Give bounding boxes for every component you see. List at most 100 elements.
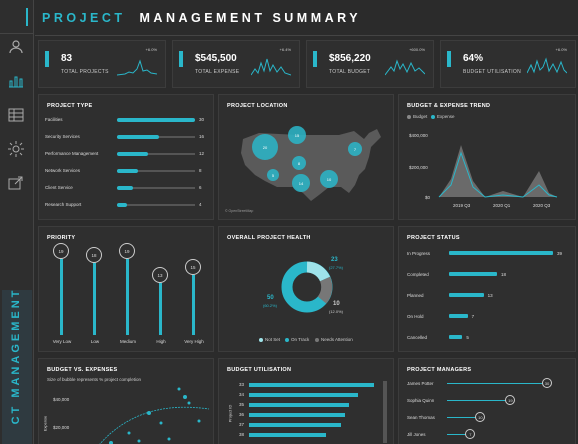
us-map[interactable] (219, 95, 395, 221)
kpi-accent-bar (45, 51, 49, 67)
kpi-card-total-expense: $545,500 TOTAL EXPENSE +6.4% (172, 40, 300, 88)
table-icon[interactable] (6, 106, 26, 124)
x-tick: 2020 Q1 (493, 203, 511, 208)
priority-stem[interactable] (192, 275, 195, 335)
project-type-bar[interactable] (117, 152, 149, 156)
priority-label: Low (90, 339, 100, 344)
project-type-bar[interactable] (117, 203, 128, 207)
trend-chart[interactable] (399, 95, 577, 221)
trend-legend-budget: Budget (407, 114, 427, 119)
status-bar[interactable] (449, 272, 497, 276)
project-status-panel: PROJECT STATUS In Progress 39 Completed 18 P… (398, 226, 576, 352)
legend-label: Expense (437, 114, 455, 119)
export-icon[interactable] (6, 174, 26, 192)
priority-label: Very Low (52, 339, 72, 344)
location-bubble[interactable]: 15 (288, 126, 306, 144)
status-value: 18 (501, 272, 507, 277)
page-title-rest: MANAGEMENT SUMMARY (139, 11, 362, 25)
location-bubble[interactable]: 20 (252, 134, 278, 160)
health-donut[interactable] (219, 227, 395, 353)
project-type-bar[interactable] (117, 169, 138, 173)
status-label: Completed (407, 272, 429, 277)
location-bubble[interactable]: 7 (348, 142, 362, 156)
priority-marker: 18 (86, 247, 102, 263)
location-bubble[interactable]: 10 (320, 170, 338, 188)
project-type-label: Client Service (45, 185, 73, 190)
utilisation-bar[interactable] (249, 393, 358, 397)
utilisation-id: 33 (239, 382, 245, 387)
manager-line[interactable] (447, 434, 471, 435)
not-set-pct: (27.7%) (329, 265, 344, 270)
utilisation-id: 35 (239, 402, 245, 407)
project-health-title: OVERALL PROJECT HEALTH (227, 235, 311, 241)
manager-line[interactable] (447, 383, 547, 384)
priority-label: High (156, 339, 166, 344)
status-bar[interactable] (449, 314, 468, 318)
not-set-value: 23 (331, 257, 338, 263)
status-bar[interactable] (449, 251, 553, 255)
priority-stem[interactable] (159, 283, 162, 335)
manager-name: Sophia Quinn (407, 398, 435, 403)
utilisation-id: 36 (239, 412, 245, 417)
status-label: On Hold (407, 314, 424, 319)
project-type-bar[interactable] (117, 118, 195, 122)
status-bar[interactable] (449, 335, 463, 339)
needs-attention-value: 10 (333, 301, 340, 307)
sidebar-header (0, 0, 34, 34)
project-type-label: Research Support (45, 202, 82, 207)
status-bar[interactable] (449, 293, 484, 297)
legend-label: Not Set (265, 337, 281, 342)
y-tick: $400,000 (409, 133, 428, 138)
y-tick: $200,000 (409, 165, 428, 170)
utilisation-id: 34 (239, 392, 245, 397)
project-location-panel: PROJECT LOCATION 20 15 7 8 5 14 10 © OpenStree… (218, 94, 394, 220)
kpi-card-budget-utilisation: 64% BUDGET UTILISATION +6.0% (440, 40, 576, 88)
budget-utilisation-panel: BUDGET UTILISATION Project ID 33 34 35 36 37… (218, 358, 394, 444)
manager-marker: 7 (465, 429, 476, 439)
kpi-accent-bar (447, 51, 451, 67)
project-type-bar[interactable] (117, 186, 133, 190)
sidebar-vertical-label: CT MANAGEMENT (10, 287, 22, 425)
status-value: 39 (557, 251, 563, 256)
bve-y-tick: $40,000 (53, 397, 70, 402)
kpi-delta: +600.0% (409, 47, 425, 52)
bar-chart-icon[interactable] (6, 72, 26, 90)
location-bubble[interactable]: 5 (267, 169, 279, 181)
utilisation-ylabel: Project ID (227, 404, 233, 423)
y-tick: $0 (425, 195, 431, 200)
legend-swatch (431, 114, 435, 119)
utilisation-bar[interactable] (249, 413, 345, 417)
utilisation-scrollbar[interactable] (383, 381, 387, 443)
sun-icon[interactable] (6, 140, 26, 158)
location-bubble[interactable]: 14 (292, 174, 310, 192)
priority-marker: 15 (185, 259, 201, 275)
utilisation-bar[interactable] (249, 383, 375, 387)
priority-stem[interactable] (126, 259, 129, 335)
budget-vs-expenses-panel: BUDGET VS. EXPENSES Size of bubble repre… (38, 358, 214, 444)
priority-label: Medium (119, 339, 136, 344)
utilisation-bar[interactable] (249, 403, 349, 407)
bve-y-tick: $20,000 (53, 425, 70, 430)
project-type-track (117, 204, 195, 206)
location-bubble[interactable]: 8 (292, 156, 306, 170)
manager-line[interactable] (447, 417, 481, 418)
project-type-panel: PROJECT TYPE Facilities 30 Security Servic… (38, 94, 214, 220)
users-icon[interactable] (6, 38, 26, 56)
project-type-value: 16 (199, 134, 205, 139)
manager-line[interactable] (447, 400, 511, 401)
priority-panel: PRIORITY 19 Very Low 18 Low 19 Medium 13 High 15… (38, 226, 214, 352)
project-type-title: PROJECT TYPE (47, 103, 93, 109)
utilisation-bar[interactable] (249, 423, 342, 427)
kpi-label: BUDGET UTILISATION (463, 69, 521, 75)
health-legend-on-track: On Track (285, 337, 309, 342)
kpi-label: TOTAL BUDGET (329, 69, 371, 75)
bve-scatter[interactable] (39, 359, 215, 444)
priority-stem[interactable] (60, 259, 63, 335)
kpi-sparkline (385, 59, 425, 76)
project-type-bar[interactable] (117, 135, 159, 139)
utilisation-bar[interactable] (249, 433, 326, 437)
kpi-accent-bar (313, 51, 317, 67)
project-type-label: Facilities (45, 117, 63, 122)
managers-title: PROJECT MANAGERS (407, 367, 472, 373)
priority-stem[interactable] (93, 263, 96, 335)
